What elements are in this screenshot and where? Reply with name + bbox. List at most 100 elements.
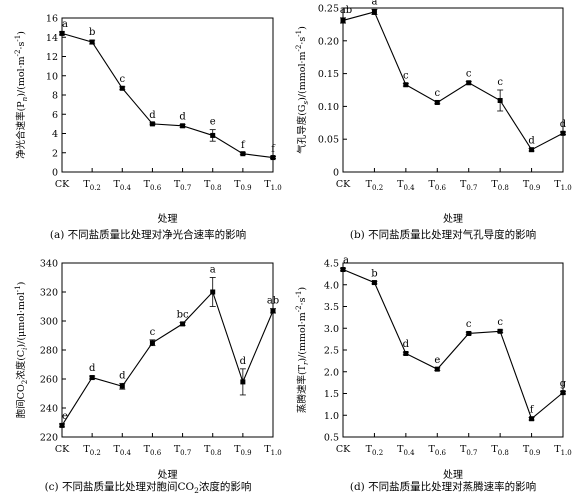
series-line	[342, 269, 564, 420]
data-point	[210, 289, 216, 295]
x-tick-label: T0.9	[523, 444, 540, 457]
y-axis-title: 胞间CO2浓度(Ci)/(μmol·mol-1)	[14, 282, 29, 419]
x-tick-label: CK	[336, 444, 351, 455]
data-point	[340, 267, 346, 273]
significance-label: a	[62, 19, 68, 30]
significance-label: f	[271, 144, 276, 155]
significance-label: d	[149, 110, 156, 121]
plot-frame	[342, 7, 564, 173]
data-point	[89, 39, 95, 45]
x-tick-label: T0.6	[144, 444, 162, 457]
significance-label: bc	[177, 309, 189, 320]
y-tick-label: 0.5	[324, 433, 339, 444]
y-tick-label: 3.0	[324, 324, 339, 335]
significance-label: d	[179, 111, 186, 122]
significance-label: d	[89, 363, 96, 374]
x-axis-title: 处理	[443, 213, 463, 225]
significance-label: c	[466, 68, 472, 79]
data-point	[434, 366, 440, 372]
x-tick-label: CK	[336, 179, 351, 190]
y-tick-label: 300	[40, 317, 58, 328]
y-axis-title: 蒸腾速率(Tr)/(mmol·m-2·s-1)	[295, 287, 310, 413]
significance-label: f	[241, 140, 246, 151]
x-tick-label: T0.6	[429, 179, 447, 192]
y-tick-label: 4.0	[324, 280, 339, 291]
data-point	[59, 422, 65, 428]
significance-label: a	[343, 255, 349, 266]
data-point	[89, 375, 95, 381]
y-tick-label: 0.20	[318, 36, 339, 47]
y-tick-label: 2	[52, 148, 58, 159]
x-tick-label: T1.0	[554, 444, 571, 457]
y-tick-label: 2.0	[324, 367, 339, 378]
data-point	[434, 99, 440, 105]
y-tick-label: 320	[40, 288, 58, 299]
y-tick-label: 10	[46, 71, 58, 82]
data-point	[560, 390, 566, 396]
data-point	[149, 340, 155, 346]
significance-label: a	[210, 265, 216, 276]
y-tick-label: 0	[52, 168, 58, 179]
x-tick-label: T0.7	[174, 444, 191, 457]
data-point	[210, 132, 216, 138]
significance-label: c	[434, 88, 440, 99]
x-tick-label: T0.7	[460, 179, 477, 192]
y-tick-label: 16	[46, 14, 58, 25]
plot-frame	[61, 262, 274, 438]
y-tick-label: 0	[333, 168, 339, 179]
significance-label: d	[403, 339, 410, 350]
chart-panel-b: 0 0.05 0.10 0.15 0.20 0.25 CK T0.2 T0.4 T0.6 T0.7 T…	[295, 0, 572, 241]
x-tick-label: T0.8	[491, 179, 508, 192]
x-tick-label: T0.8	[204, 444, 221, 457]
chart-panel-a: 0 2 4 6 8 10 12 14 16 CK T0.2 T0.4 T0.6 T0.7 T0.8 T0.9 T…	[14, 14, 282, 242]
y-tick-label: 0.15	[318, 69, 339, 80]
significance-label: b	[371, 268, 377, 279]
significance-label: e	[210, 117, 216, 128]
chart-panel-c: 220 240 260 280 300 320 340 CK T0.2 T0.4 T0.6 T0.7 T…	[14, 259, 282, 496]
significance-label: c	[466, 319, 472, 330]
y-axis-title: 净光合速率(Pn)/(mol·m-2·s-1)	[14, 31, 29, 159]
significance-label: a	[371, 0, 377, 7]
x-tick-label: CK	[55, 179, 70, 190]
x-tick-label: T0.7	[460, 444, 477, 457]
y-tick-label: 4	[52, 129, 58, 140]
x-axis-title: 处理	[158, 469, 178, 481]
significance-label: ab	[340, 5, 352, 16]
data-point	[119, 383, 125, 389]
significance-label: c	[403, 70, 409, 81]
data-point	[497, 97, 503, 103]
data-point	[560, 130, 566, 136]
significance-label: e	[434, 355, 440, 366]
y-tick-label: 12	[46, 52, 58, 63]
significance-label: c	[497, 317, 503, 328]
x-tick-label: T0.8	[491, 444, 508, 457]
significance-label: c	[150, 327, 156, 338]
x-tick-label: CK	[55, 444, 70, 455]
x-tick-label: T0.7	[174, 179, 191, 192]
data-point	[466, 330, 472, 336]
y-tick-label: 240	[40, 404, 58, 415]
figure-caption: (a) 不同盐质量比处理对净光合速率的影响	[50, 228, 246, 241]
y-tick-label: 280	[40, 346, 58, 357]
significance-label: c	[119, 74, 125, 85]
x-tick-label: T1.0	[264, 444, 281, 457]
y-tick-label: 0.05	[318, 135, 339, 146]
series-line	[61, 290, 274, 426]
x-tick-label: T1.0	[264, 179, 281, 192]
significance-label: c	[497, 77, 503, 88]
x-tick-label: T1.0	[554, 179, 571, 192]
x-tick-label: T0.9	[234, 444, 251, 457]
x-tick-label: T0.4	[114, 179, 132, 192]
data-point	[180, 321, 186, 327]
x-axis-title: 处理	[158, 213, 178, 225]
data-point	[180, 123, 186, 129]
data-point	[240, 379, 246, 385]
data-point	[240, 151, 246, 157]
x-tick-label: T0.9	[523, 179, 540, 192]
series-line	[61, 32, 274, 159]
data-point	[270, 155, 276, 161]
data-point	[371, 280, 377, 286]
x-tick-label: T0.2	[366, 444, 383, 457]
x-axis-title: 处理	[443, 469, 463, 481]
